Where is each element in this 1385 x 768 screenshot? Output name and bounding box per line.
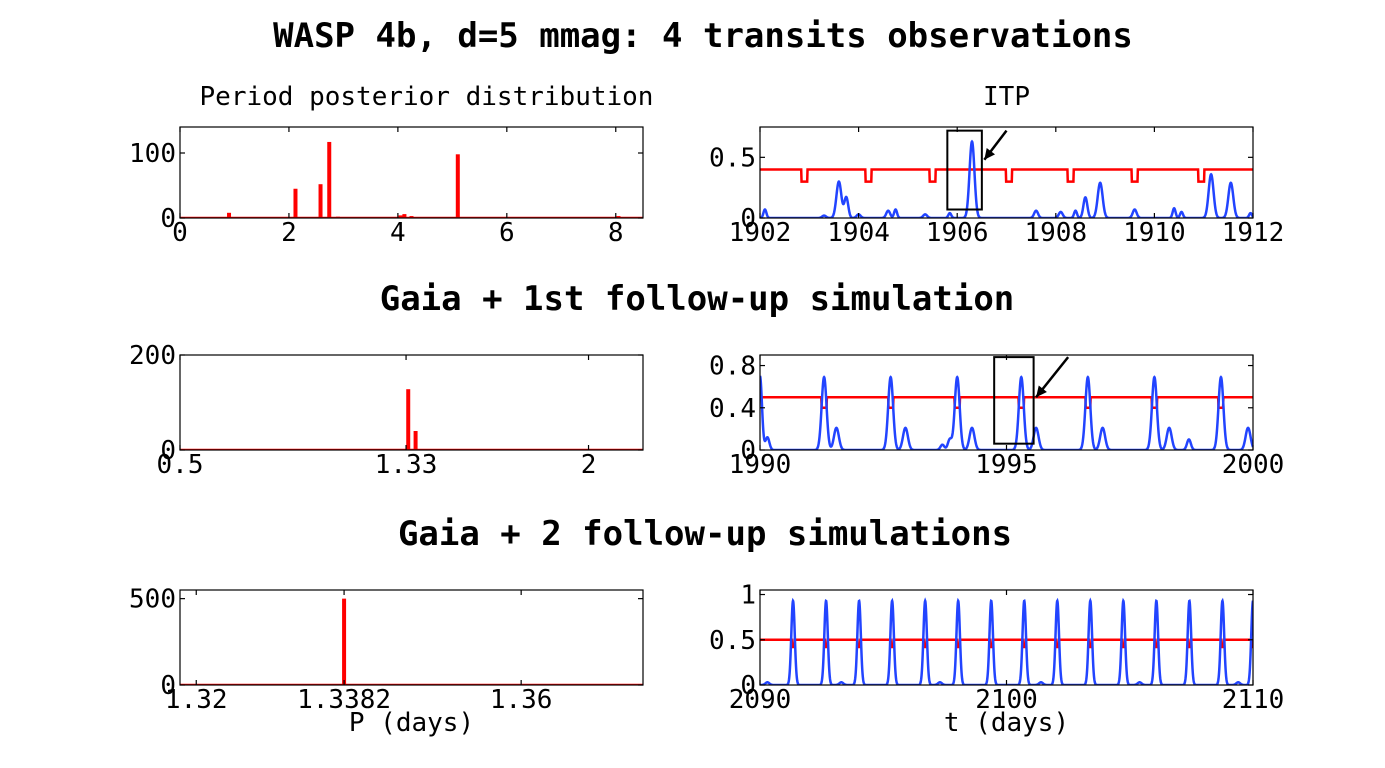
posterior-1-xtick-label-3: 6 xyxy=(499,218,515,248)
posterior-3-xtick-label-0: 1.32 xyxy=(165,685,228,715)
posterior-3-ytick-label-1: 500 xyxy=(129,585,176,615)
itp-3-chart: 2090 2100 2110 0 0.5 1 t (days) xyxy=(709,581,1284,738)
posterior-3-ytick-label-0: 0 xyxy=(160,671,176,701)
itp-1-xtick-label-1: 1904 xyxy=(827,218,890,248)
posterior-1-bar-10 xyxy=(616,216,621,218)
itp-1-itp-curve xyxy=(760,139,1253,218)
row-title-1: WASP 4b, d=5 mmag: 4 transits observatio… xyxy=(273,16,1133,56)
itp-2-threshold-line xyxy=(760,395,1253,410)
posterior-2-xtick-label-2: 2 xyxy=(581,450,597,480)
posterior-1-bar-3 xyxy=(327,141,332,218)
posterior-1-ytick-label-1: 100 xyxy=(129,139,176,169)
posterior-1-bar-1 xyxy=(293,188,298,218)
itp-2-ytick-label-0: 0 xyxy=(740,436,756,466)
itp-1-subtitle: ITP xyxy=(983,82,1030,112)
posterior-3-xlabel: P (days) xyxy=(349,708,474,738)
itp-1-xtick-label-3: 1908 xyxy=(1024,218,1087,248)
posterior-2-ytick-label-1: 200 xyxy=(129,341,176,371)
itp-1-marker-box xyxy=(946,129,983,211)
posterior-1-bar-6 xyxy=(402,214,407,218)
posterior-1-bar-2 xyxy=(318,184,323,218)
itp-2-arrow-head xyxy=(1036,385,1047,398)
posterior-1-plot-area xyxy=(180,141,643,218)
itp-1-axes-frame xyxy=(759,126,1254,219)
itp-3-ytick-label-2: 1 xyxy=(740,581,756,611)
posterior-1-bar-5 xyxy=(398,215,403,218)
posterior-2-xtick-label-0: 0.5 xyxy=(157,450,204,480)
itp-2-xtick-label-2: 2000 xyxy=(1222,450,1285,480)
itp-2-chart: 1990 1995 2000 0 0.4 0.8 xyxy=(709,352,1284,480)
posterior-3-bar-0 xyxy=(342,598,347,685)
posterior-2-chart: 0.5 1.33 2 0 200 xyxy=(129,341,644,480)
itp-3-threshold-line xyxy=(760,638,1253,649)
itp-3-ytick-label-0: 0 xyxy=(740,671,756,701)
posterior-1-xtick-label-0: 0 xyxy=(172,218,188,248)
itp-2-xtick-label-1: 1995 xyxy=(975,450,1038,480)
itp-3-xtick-label-2: 2110 xyxy=(1222,685,1285,715)
itp-1-xtick-label-2: 1906 xyxy=(926,218,989,248)
itp-2-plot-area xyxy=(760,375,1253,450)
posterior-2-ytick-label-0: 0 xyxy=(160,436,176,466)
itp-1-ytick-label-1: 0.5 xyxy=(709,143,756,173)
posterior-1-axes-frame xyxy=(179,126,644,219)
itp-1-plot-area xyxy=(760,139,1253,218)
posterior-3-chart: 1.32 1.3382 1.36 0 500 P (days) xyxy=(129,585,644,738)
posterior-2-bar-1 xyxy=(413,431,418,450)
itp-2-xtick-label-0: 1990 xyxy=(729,450,792,480)
itp-1-threshold-line xyxy=(760,168,1253,183)
itp-2-ytick-label-2: 0.8 xyxy=(709,352,756,382)
itp-3-itp-curve xyxy=(760,597,1253,685)
posterior-3-xtick-label-1: 1.3382 xyxy=(297,685,391,715)
itp-1-ytick-label-0: 0 xyxy=(740,204,756,234)
posterior-1-xtick-label-4: 8 xyxy=(608,218,624,248)
itp-2-itp-curve xyxy=(760,375,1253,450)
posterior-2-xtick-label-1: 1.33 xyxy=(375,450,438,480)
posterior-1-chart: 0 2 4 6 8 0 100 Period posterior distribution xyxy=(129,82,653,248)
row-title-3: Gaia + 2 follow-up simulations xyxy=(398,514,1012,554)
posterior-3-plot-area xyxy=(180,598,643,685)
itp-3-xtick-label-0: 2090 xyxy=(729,685,792,715)
posterior-2-plot-area xyxy=(180,389,643,450)
posterior-3-xtick-label-2: 1.36 xyxy=(490,685,553,715)
itp-2-marker-box xyxy=(993,356,1035,445)
posterior-1-bar-7 xyxy=(409,216,414,218)
posterior-2-axes-frame xyxy=(179,354,644,451)
itp-1-xtick-label-5: 1912 xyxy=(1222,218,1285,248)
itp-3-axes-frame xyxy=(759,589,1254,686)
posterior-1-subtitle: Period posterior distribution xyxy=(200,82,654,112)
itp-3-ytick-label-1: 0.5 xyxy=(709,626,756,656)
itp-3-xtick-label-1: 2100 xyxy=(975,685,1038,715)
itp-2-ytick-label-1: 0.4 xyxy=(709,394,756,424)
posterior-3-axes-frame xyxy=(179,589,644,686)
posterior-1-ytick-label-0: 0 xyxy=(160,204,176,234)
itp-1-arrow-head xyxy=(984,148,996,160)
itp-3-plot-area xyxy=(760,597,1253,685)
posterior-1-bar-0 xyxy=(227,212,232,218)
itp-1-chart: 1902 1904 1906 1908 1910 1912 0 0.5 ITP xyxy=(709,82,1284,248)
itp-1-xtick-label-0: 1902 xyxy=(729,218,792,248)
row-title-2: Gaia + 1st follow-up simulation xyxy=(380,279,1015,319)
posterior-1-bar-8 xyxy=(455,154,460,218)
posterior-1-xtick-label-2: 4 xyxy=(390,218,406,248)
posterior-1-xtick-label-1: 2 xyxy=(281,218,297,248)
itp-3-xlabel: t (days) xyxy=(944,708,1069,738)
posterior-2-bar-0 xyxy=(406,389,411,450)
itp-1-xtick-label-4: 1910 xyxy=(1123,218,1186,248)
posterior-1-bar-4 xyxy=(335,216,340,218)
